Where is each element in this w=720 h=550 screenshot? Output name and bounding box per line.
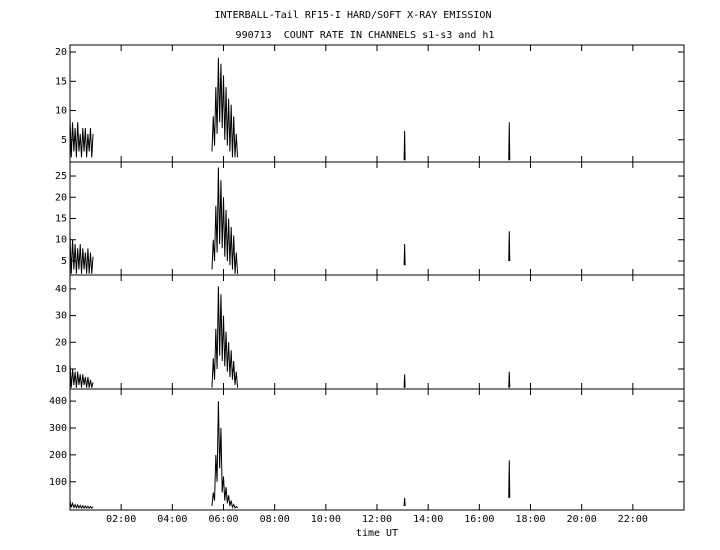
x-axis-label: time UT (356, 528, 398, 539)
x-tick-label: 14:00 (413, 514, 443, 525)
y-tick-label: 15 (55, 214, 67, 225)
x-tick-label: 18:00 (515, 514, 545, 525)
y-tick-label: 100 (49, 477, 67, 488)
y-tick-label: 300 (49, 423, 67, 434)
x-tick-label: 10:00 (311, 514, 341, 525)
y-tick-label: 10 (55, 235, 67, 246)
x-tick-label: 06:00 (208, 514, 238, 525)
y-tick-label: 5 (61, 135, 67, 146)
y-tick-label: 5 (61, 256, 67, 267)
x-tick-label: 08:00 (260, 514, 290, 525)
data-line (69, 401, 511, 510)
y-tick-label: 15 (55, 76, 67, 87)
x-tick-label: 20:00 (567, 514, 597, 525)
data-line (69, 167, 511, 274)
y-tick-label: 20 (55, 337, 67, 348)
x-tick-label: 02:00 (106, 514, 136, 525)
chart-title: INTERBALL-Tail RF15-I HARD/SOFT X-RAY EM… (215, 10, 492, 21)
y-tick-label: 30 (55, 311, 67, 322)
data-line (69, 57, 511, 161)
y-tick-label: 400 (49, 396, 67, 407)
y-tick-label: 20 (55, 192, 67, 203)
y-tick-label: 10 (55, 106, 67, 117)
x-tick-label: 12:00 (362, 514, 392, 525)
y-tick-label: 10 (55, 364, 67, 375)
data-line (69, 286, 511, 388)
chart-subtitle: 990713 COUNT RATE IN CHANNELS s1-s3 and … (236, 30, 495, 41)
x-tick-label: 22:00 (618, 514, 648, 525)
y-tick-label: 20 (55, 47, 67, 58)
y-tick-label: 40 (55, 284, 67, 295)
y-tick-label: 25 (55, 171, 67, 182)
x-tick-label: 04:00 (157, 514, 187, 525)
y-tick-label: 200 (49, 450, 67, 461)
x-tick-label: 16:00 (464, 514, 494, 525)
